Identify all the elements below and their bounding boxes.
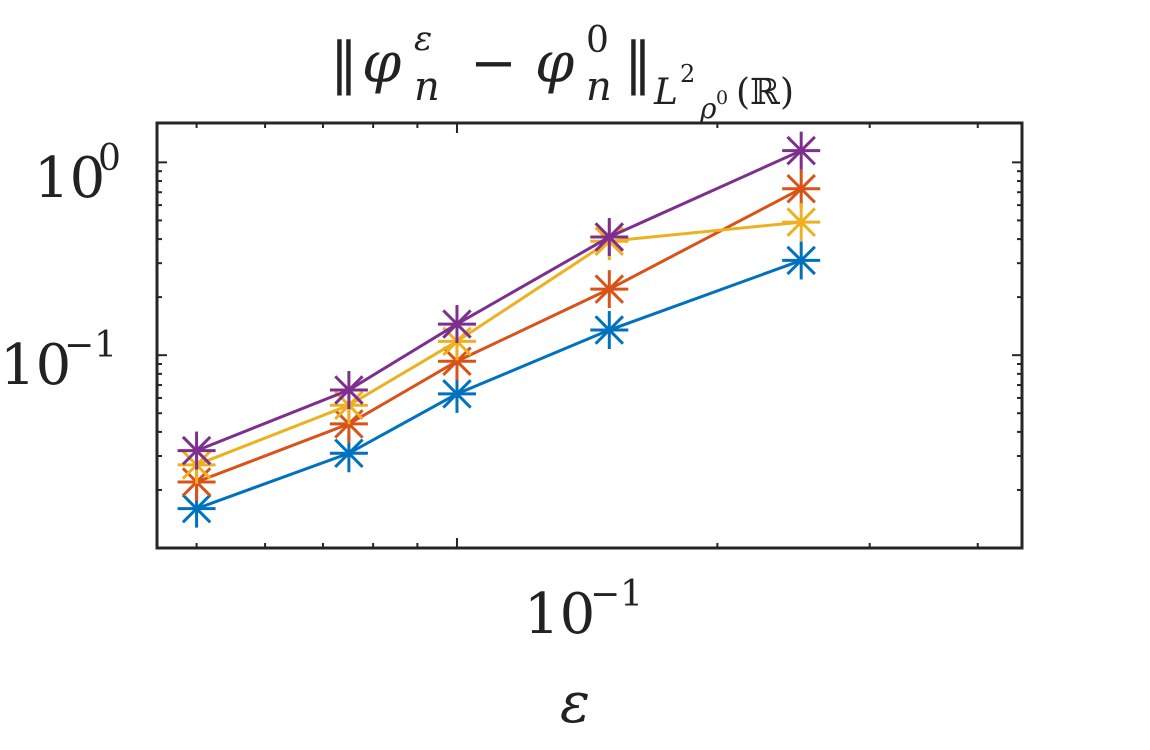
title-close-norm: ‖	[624, 31, 652, 96]
data-point	[177, 431, 216, 470]
title-phi-zero: φ	[535, 31, 574, 96]
axis-ticks	[157, 123, 1022, 549]
series-4	[177, 131, 821, 470]
title-sub-n1: n	[414, 64, 440, 110]
title-sub-n2: n	[586, 64, 612, 110]
y-tick-exp: 0	[98, 138, 121, 179]
x-tick-base: 10	[524, 582, 595, 647]
data-point	[437, 374, 476, 413]
data-point	[590, 270, 629, 309]
title-sup-zero: 0	[586, 20, 609, 61]
data-point	[590, 218, 629, 257]
data-point	[329, 434, 368, 473]
title-space-sup-2: 2	[680, 60, 695, 88]
data-point	[782, 203, 821, 242]
series-layer	[177, 131, 821, 528]
y-tick-base: 10	[34, 146, 105, 211]
y-tick-base: 10	[0, 333, 71, 398]
x-axis-label: ε	[560, 671, 590, 736]
chart-title: ‖ φ ε n − φ 0 n ‖ L 2 ρ 0 (ℝ)	[330, 19, 794, 125]
title-sup-epsilon: ε	[414, 19, 432, 59]
data-point	[782, 241, 821, 280]
title-space-L: L	[653, 72, 678, 113]
plot-area	[155, 121, 1024, 550]
data-point	[590, 311, 629, 350]
x-tick-exp: −1	[590, 574, 643, 615]
series-1	[177, 241, 821, 528]
title-minus: −	[470, 31, 517, 96]
data-point	[329, 370, 368, 409]
x-tick-label-1e-1: 10 −1	[524, 574, 643, 647]
y-tick-label-1e-1: 10 −1	[0, 325, 117, 398]
y-tick-exp: −1	[64, 325, 117, 366]
title-open-norm: ‖	[330, 31, 358, 96]
y-tick-label-1e0: 10 0	[34, 138, 121, 211]
title-domain: (ℝ)	[736, 72, 794, 113]
title-weight-sup-0: 0	[716, 87, 728, 109]
title-weight-rho: ρ	[699, 92, 717, 125]
title-phi-epsilon: φ	[362, 31, 401, 96]
data-point	[437, 305, 476, 344]
data-point	[782, 169, 821, 208]
data-point	[782, 131, 821, 170]
